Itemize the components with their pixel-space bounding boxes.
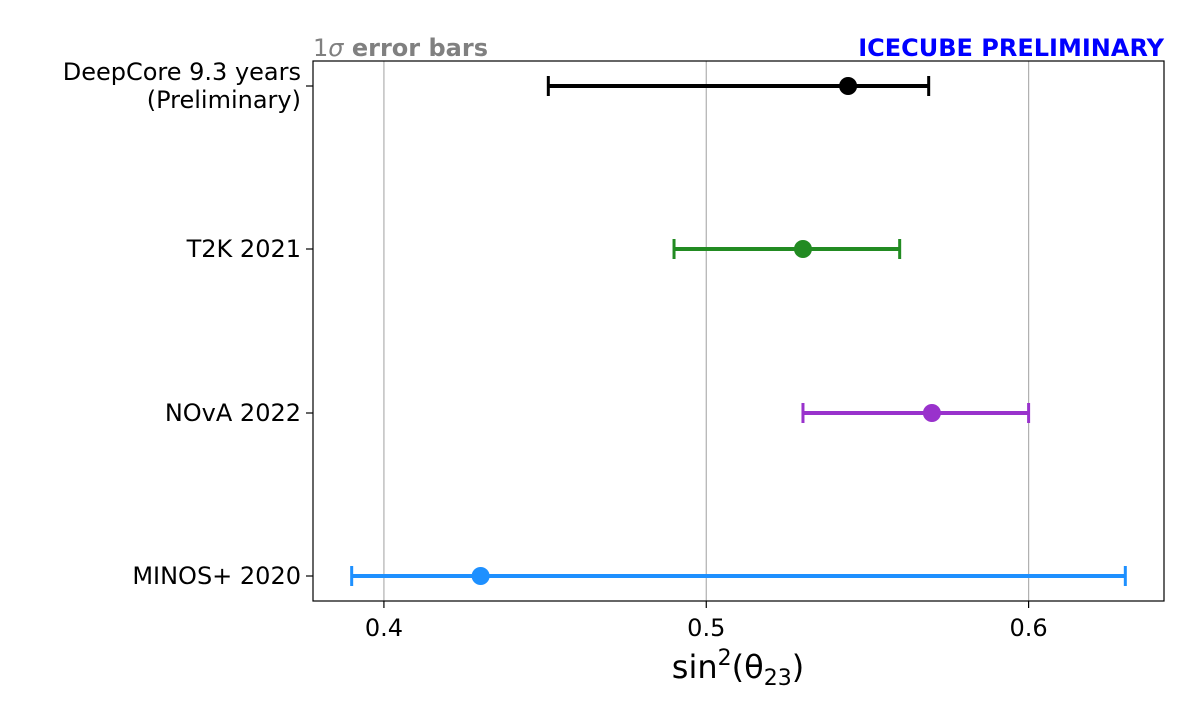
y-axis-ticks: DeepCore 9.3 years(Preliminary) T2K 2021 N… bbox=[63, 58, 313, 590]
x-tick-label: 0.6 bbox=[1010, 614, 1048, 642]
y-category-label: T2K 2021 bbox=[186, 235, 301, 263]
x-axis-label: sin2(θ23) bbox=[672, 646, 804, 691]
data-point bbox=[839, 77, 858, 95]
y-category-label: (Preliminary) bbox=[147, 86, 301, 114]
grid-lines bbox=[383, 61, 1030, 601]
plot-frame bbox=[312, 60, 1165, 602]
x-tick-label: 0.4 bbox=[365, 614, 403, 642]
data-marks bbox=[350, 76, 1127, 586]
data-point bbox=[922, 404, 941, 422]
x-axis-ticks: 0.4 0.5 0.6 bbox=[365, 601, 1048, 642]
error-bars-note: 1σ error bars bbox=[313, 34, 488, 62]
x-tick-label: 0.5 bbox=[687, 614, 725, 642]
y-category-label: DeepCore 9.3 years bbox=[63, 58, 301, 86]
data-point bbox=[793, 240, 812, 258]
y-category-label: MINOS+ 2020 bbox=[132, 562, 301, 590]
data-point bbox=[471, 567, 490, 585]
y-category-label: NOvA 2022 bbox=[165, 399, 301, 427]
icecube-preliminary-label: ICECUBE PRELIMINARY bbox=[858, 34, 1164, 62]
